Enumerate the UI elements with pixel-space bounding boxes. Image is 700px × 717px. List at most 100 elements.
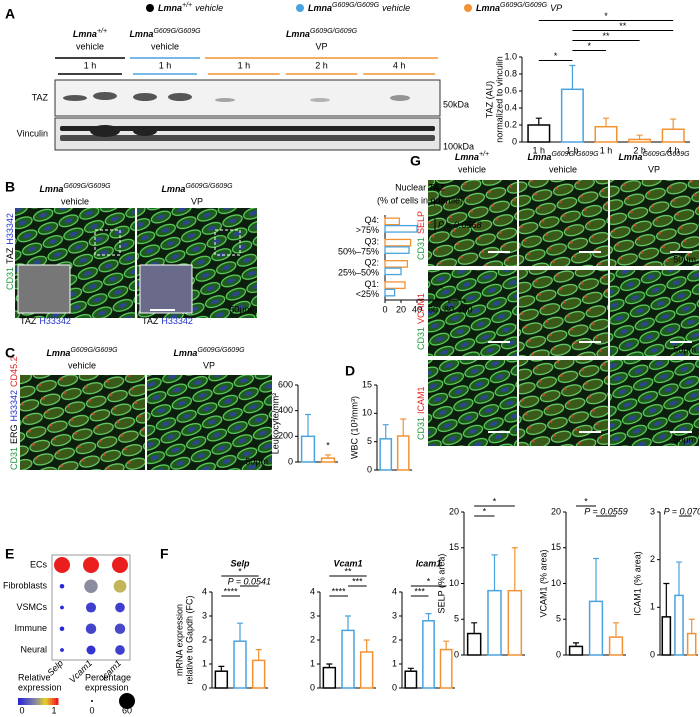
bar xyxy=(341,629,355,689)
y-axis-label: SELP (% area) xyxy=(436,554,446,614)
error-bar xyxy=(407,667,414,672)
bands xyxy=(60,125,435,141)
bar xyxy=(507,589,523,656)
inset xyxy=(139,264,193,314)
error-bar xyxy=(443,640,450,650)
y-axis-label: VCAM1 (% area) xyxy=(538,549,548,617)
chart-subtitle: (% of cells in quartile) xyxy=(377,195,463,205)
panel-letter: F xyxy=(160,546,169,562)
x-tick-label: 20 xyxy=(396,304,406,314)
stain: H33342 xyxy=(9,390,19,422)
chart-title: Selp xyxy=(230,558,250,568)
y-axis-label: WBC (10³/mm³) xyxy=(349,396,359,459)
sig-label: **** xyxy=(332,586,347,596)
stain-label: CD31 ICAM1 xyxy=(416,386,426,440)
bar xyxy=(588,600,604,656)
gradient-step xyxy=(42,698,45,705)
error-bar xyxy=(218,665,225,672)
y-tick-label: 0 xyxy=(310,682,315,692)
legend-tick: 60 xyxy=(122,705,132,715)
category-label: 50%–75% xyxy=(338,246,379,256)
gene: Lmna xyxy=(161,184,185,194)
gradient-step xyxy=(50,698,53,705)
stain: ICAM1 xyxy=(416,386,426,414)
genotype-rest: vehicle xyxy=(382,3,410,13)
y-tick-label: 10 xyxy=(551,578,561,588)
category-label: Q2: xyxy=(364,258,379,268)
error-bar xyxy=(593,557,599,602)
error-bar xyxy=(237,622,243,642)
sig-label: * xyxy=(483,506,487,516)
gradient-step xyxy=(18,698,21,705)
genotype-rest: vehicle xyxy=(195,3,223,13)
y-tick-label: 1 xyxy=(310,658,315,668)
bar xyxy=(322,666,337,689)
genotype-rest: vehicle xyxy=(549,164,577,174)
panel-letter: D xyxy=(345,363,355,379)
row-label: Neural xyxy=(20,644,47,654)
bar xyxy=(379,438,393,471)
y-tick-label: 0 xyxy=(392,682,397,692)
gradient-step xyxy=(54,698,57,705)
genotype: LmnaG609G/G609G xyxy=(39,183,111,195)
gradient-step xyxy=(52,698,55,705)
y-tick-label: 3 xyxy=(392,610,397,620)
row-label: VSMCs xyxy=(16,602,47,612)
bar xyxy=(384,288,396,297)
y-axis-label: mRNA expression xyxy=(174,604,184,676)
y-tick-label: 2 xyxy=(650,554,655,564)
y-tick-label: 3 xyxy=(310,610,315,620)
bar xyxy=(404,670,418,689)
bar xyxy=(384,238,412,247)
stain: SELP xyxy=(416,211,426,234)
y-tick-label: 4 xyxy=(392,586,397,596)
genotype: LmnaG609G/G609G xyxy=(173,347,245,359)
y-tick-label: 5 xyxy=(454,614,459,624)
stain-label: CD31 ERG H33342 CD45.2 xyxy=(9,356,19,470)
stain: TAZ xyxy=(5,247,15,264)
y-tick-label: 1 xyxy=(650,602,655,612)
bar xyxy=(320,457,336,463)
superscript: G609G/G609G xyxy=(500,2,548,9)
legend-tick: 1 xyxy=(51,705,56,715)
bar xyxy=(594,125,618,143)
bar xyxy=(439,648,453,689)
time-label: 2 h xyxy=(315,60,328,70)
genotype-rest: vehicle xyxy=(76,41,104,51)
gradient-step xyxy=(36,698,39,705)
error-bar xyxy=(345,615,351,631)
chart-title: Nuclear TAZ xyxy=(395,182,445,192)
genotype-rest: vehicle xyxy=(151,41,179,51)
y-tick-label: 15 xyxy=(449,542,459,552)
sig-label: * xyxy=(326,440,330,450)
superscript: G609G/G609G xyxy=(332,2,380,9)
sig-label: * xyxy=(440,284,444,294)
y-tick-label: 1 xyxy=(392,658,397,668)
dot xyxy=(60,648,64,652)
y-tick-label: 5 xyxy=(556,614,561,624)
superscript: G609G/G609G xyxy=(310,28,358,35)
y-tick-label: 3 xyxy=(202,610,207,620)
micrograph xyxy=(519,180,608,266)
bar xyxy=(384,260,409,268)
dot xyxy=(59,583,65,589)
genotype-rest: vehicle xyxy=(68,360,96,370)
stain: H33342 xyxy=(5,213,15,245)
error-bar xyxy=(511,547,518,591)
stain: H33342 xyxy=(39,316,71,326)
stain: CD31 xyxy=(416,327,426,350)
bar xyxy=(661,128,685,143)
x-tick-label: 80 xyxy=(444,304,454,314)
error-bar xyxy=(255,649,262,661)
bar xyxy=(568,645,584,656)
legend-swatch xyxy=(146,4,154,12)
inset xyxy=(17,264,71,314)
superscript: G609G/G609G xyxy=(70,347,118,354)
stain: CD31 xyxy=(416,237,426,260)
micrograph xyxy=(519,360,608,446)
y-axis-label: normalized to vinculin xyxy=(494,56,504,143)
gene: Lmna xyxy=(73,29,97,39)
bar xyxy=(686,632,697,656)
x-tick-label: 1 h xyxy=(600,145,613,155)
legend-title: expression xyxy=(18,682,62,692)
